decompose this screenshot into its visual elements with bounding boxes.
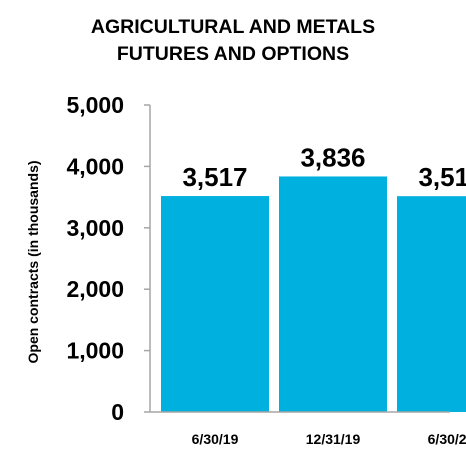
data-label-2: 3,515 [418, 162, 466, 192]
chart-title-line-1: AGRICULTURAL AND METALS [90, 16, 376, 38]
y-tick-label: 4,000 [66, 153, 124, 179]
x-tick-label-0: 6/30/19 [192, 431, 239, 447]
bar-2 [397, 196, 466, 412]
data-label-1: 3,836 [300, 142, 365, 172]
y-axis-title: Open contracts (in thousands) [25, 160, 41, 363]
y-tick-label: 1,000 [66, 338, 124, 364]
x-axis-labels: 6/30/19 12/31/19 6/30/20 [192, 431, 466, 447]
bar-0 [161, 196, 269, 412]
x-tick-label-2: 6/30/20 [428, 431, 466, 447]
bars [161, 176, 466, 412]
y-axis-ticks: 0 1,000 2,000 3,000 4,000 5,000 [66, 92, 150, 425]
y-tick-label: 2,000 [66, 276, 124, 302]
y-tick-label: 3,000 [66, 215, 124, 241]
bar-1 [279, 176, 387, 412]
y-tick-label: 5,000 [66, 92, 124, 118]
data-labels: 3,517 3,836 3,515 [182, 142, 466, 192]
data-label-0: 3,517 [182, 162, 247, 192]
chart-title: AGRICULTURAL AND METALS FUTURES AND OPTI… [0, 14, 466, 68]
chart-title-line-2: FUTURES AND OPTIONS [116, 43, 350, 65]
x-tick-label-1: 12/31/19 [306, 431, 361, 447]
y-tick-label: 0 [111, 399, 124, 425]
